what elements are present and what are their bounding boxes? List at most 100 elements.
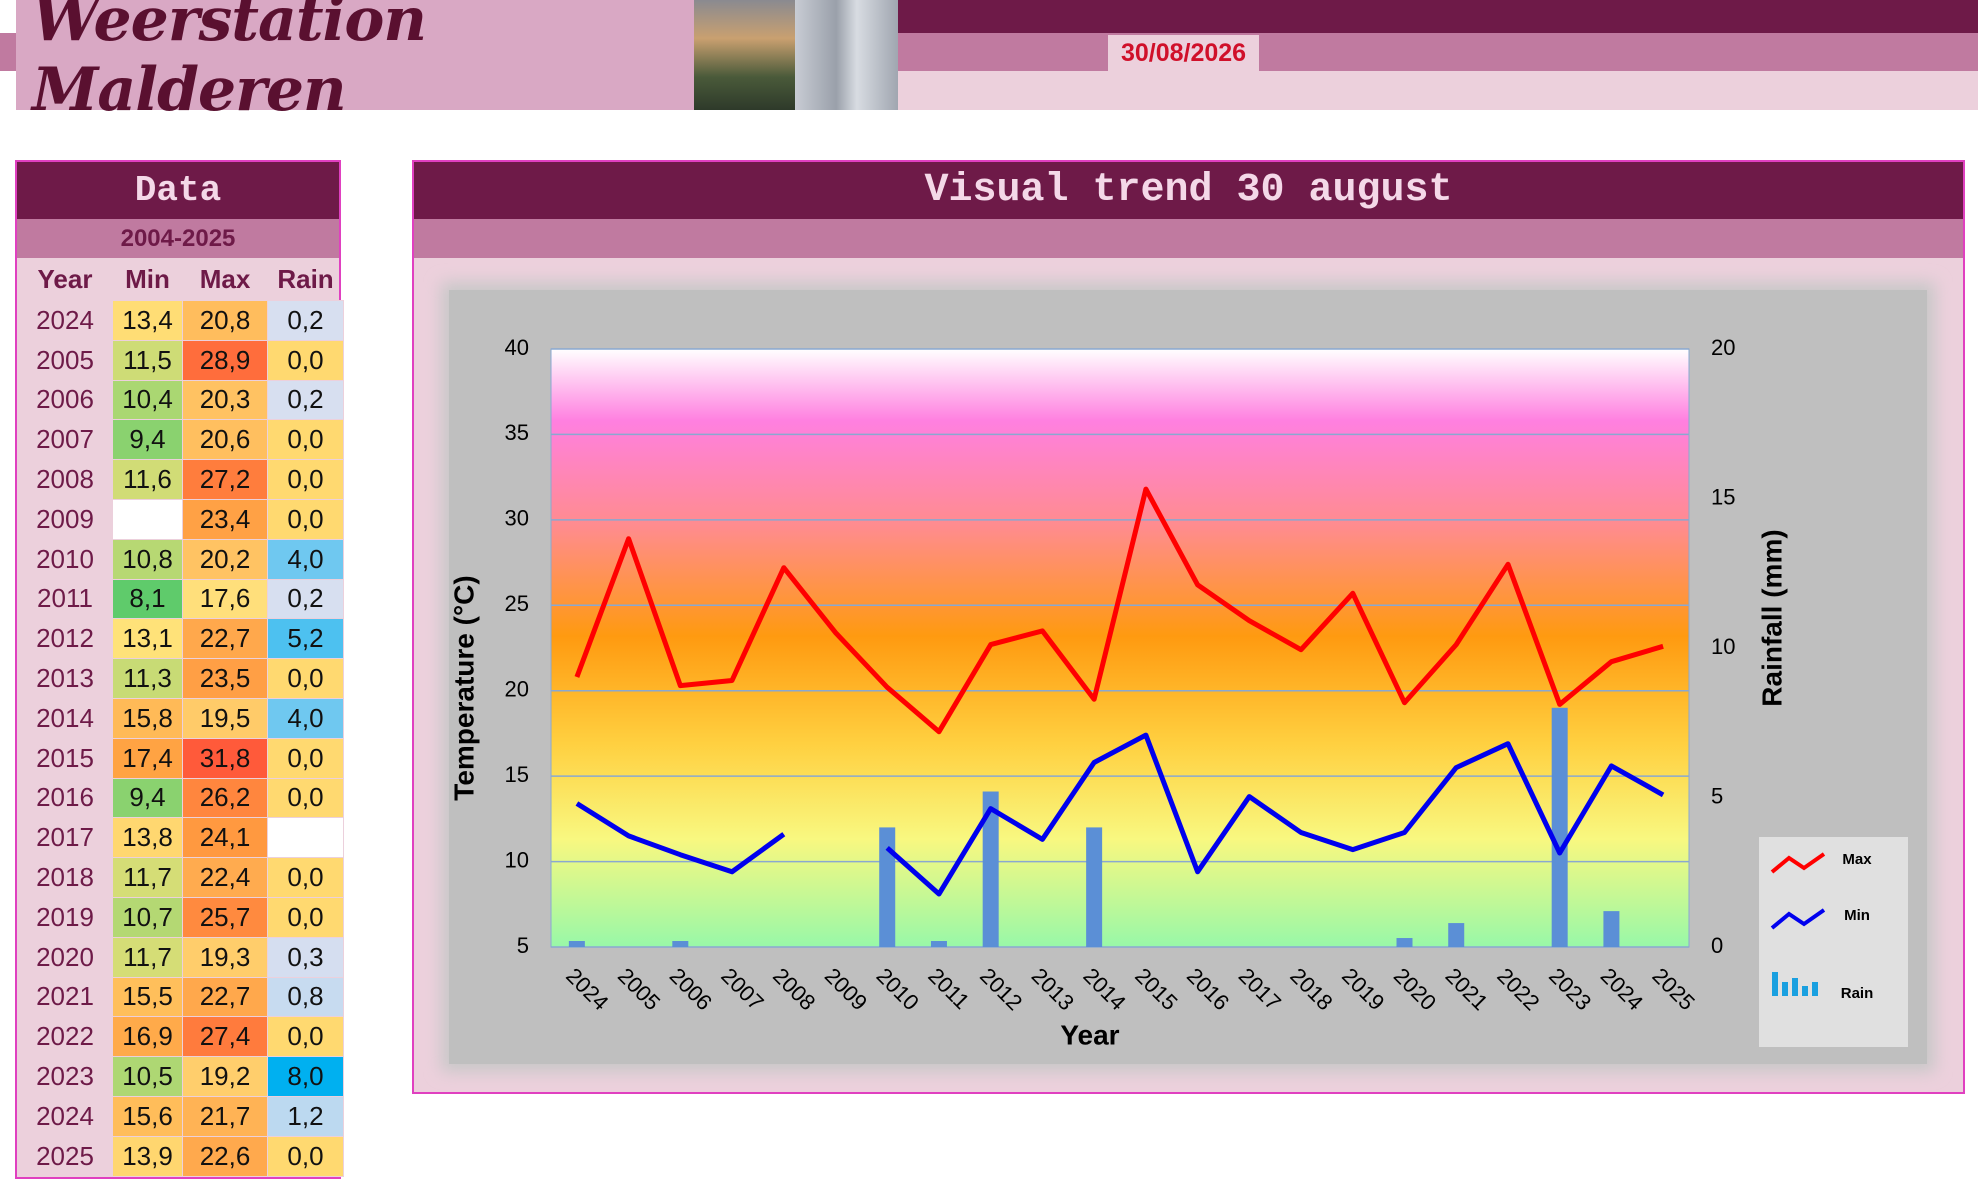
legend-swatch — [1792, 978, 1798, 996]
value-cell: 11,3 — [112, 658, 183, 699]
table-row: 2005 11,5 28,9 0,0 — [17, 339, 344, 381]
table-row: 2017 13,8 24,1 — [17, 817, 344, 859]
year-cell: 2015 — [17, 737, 113, 779]
y-tick-label: 25 — [505, 591, 529, 616]
year-cell: 2012 — [17, 618, 113, 660]
value-cell: 0,0 — [267, 658, 344, 699]
y2-tick-label: 20 — [1711, 335, 1735, 360]
table-row: 2019 10,7 25,7 0,0 — [17, 896, 344, 938]
rain-bar — [1396, 938, 1413, 947]
value-cell: 19,3 — [182, 936, 268, 978]
column-header: Year — [37, 263, 93, 294]
value-cell: 0,0 — [267, 1016, 344, 1058]
y-tick-label: 30 — [505, 506, 529, 531]
legend-label: Min — [1844, 907, 1870, 924]
year-cell: 2011 — [17, 578, 113, 620]
table-row: 2007 9,4 20,6 0,0 — [17, 419, 344, 461]
value-cell: 0,0 — [267, 737, 344, 779]
value-cell: 22,6 — [182, 1135, 268, 1177]
value-cell: 15,6 — [112, 1095, 183, 1137]
value-cell: 11,5 — [112, 339, 183, 381]
year-cell: 2025 — [17, 1135, 113, 1177]
value-cell: 0,0 — [267, 1135, 344, 1177]
value-cell: 0,0 — [267, 777, 344, 819]
year-cell: 2013 — [17, 658, 113, 699]
value-cell: 0,0 — [267, 896, 344, 938]
value-cell: 13,9 — [112, 1135, 183, 1177]
table-row: 2023 10,5 19,2 8,0 — [17, 1056, 344, 1097]
column-header: Max — [199, 263, 251, 294]
rain-bar — [1448, 923, 1465, 947]
value-cell: 8,0 — [267, 1056, 344, 1097]
data-table: Year Min Max Rain 2024 13,4 20,8 0,2 2005 11,5 28… — [17, 258, 344, 1177]
legend — [1759, 837, 1908, 1047]
value-cell: 20,6 — [182, 419, 268, 461]
table-row: 2024 15,6 21,7 1,2 — [17, 1095, 344, 1137]
value-cell: 10,7 — [112, 896, 183, 938]
legend-swatch — [1812, 982, 1818, 996]
chart-title: Visual trend 30 august — [414, 162, 1963, 219]
year-cell: 2024 — [17, 300, 113, 341]
rain-bar — [930, 941, 947, 947]
value-cell: 13,1 — [112, 618, 183, 660]
rain-bar — [1086, 827, 1103, 947]
value-cell: 0,3 — [267, 936, 344, 978]
value-cell: 10,4 — [112, 379, 183, 421]
table-period: 2004-2025 — [17, 219, 339, 258]
value-cell: 20,3 — [182, 379, 268, 421]
table-row: 2013 11,3 23,5 0,0 — [17, 658, 344, 699]
table-row: 2011 8,1 17,6 0,2 — [17, 578, 344, 620]
value-cell: 16,9 — [112, 1016, 183, 1058]
table-row: 2020 11,7 19,3 0,3 — [17, 936, 344, 978]
value-cell: 0,0 — [267, 857, 344, 898]
year-cell: 2005 — [17, 339, 113, 381]
y2-tick-label: 5 — [1711, 783, 1723, 808]
y-tick-label: 40 — [505, 335, 529, 360]
rain-bar — [879, 827, 896, 947]
legend-swatch — [1802, 986, 1808, 996]
header-band — [898, 71, 1978, 110]
header-photo — [795, 0, 898, 110]
legend-label: Rain — [1841, 985, 1874, 1002]
series-line — [575, 732, 1665, 897]
year-cell: 2024 — [17, 1095, 113, 1137]
value-cell: 0,8 — [267, 976, 344, 1018]
value-cell: 31,8 — [182, 737, 268, 779]
year-cell: 2008 — [17, 459, 113, 500]
y-tick-label: 5 — [517, 933, 529, 958]
header-title-box: Weerstation Malderen — [16, 0, 694, 125]
value-cell: 21,7 — [182, 1095, 268, 1137]
value-cell: 20,8 — [182, 300, 268, 341]
value-cell: 4,0 — [267, 697, 344, 739]
chart-panel: Visual trend 30 august 5 10 15 20 25 30 35 40 0 5… — [412, 160, 1965, 1094]
table-body: 2024 13,4 20,8 0,2 2005 11,5 28,9 0,0 2006 10,4 20… — [17, 300, 344, 1177]
value-cell: 5,2 — [267, 618, 344, 660]
table-row: 2010 10,8 20,2 4,0 — [17, 538, 344, 580]
value-cell: 1,2 — [267, 1095, 344, 1137]
y2-tick-label: 0 — [1711, 933, 1723, 958]
y-tick-label: 10 — [505, 847, 529, 872]
y2-tick-label: 10 — [1711, 634, 1735, 659]
table-row: 2015 17,4 31,8 0,0 — [17, 737, 344, 779]
value-cell: 17,6 — [182, 578, 268, 620]
plot-area — [550, 348, 1690, 948]
legend-swatch — [1782, 982, 1788, 996]
legend-label: Max — [1842, 851, 1872, 868]
value-cell: 20,2 — [182, 538, 268, 580]
value-cell: 11,7 — [112, 936, 183, 978]
value-cell: 10,5 — [112, 1056, 183, 1097]
value-cell: 0,2 — [267, 379, 344, 421]
value-cell: 9,4 — [112, 777, 183, 819]
table-row: 2008 11,6 27,2 0,0 — [17, 459, 344, 500]
table-header: Year Min Max Rain — [18, 258, 344, 301]
table-row: 2018 11,7 22,4 0,0 — [17, 857, 344, 898]
y-axis-title: Temperature (°C) — [448, 575, 479, 800]
year-cell: 2010 — [17, 538, 113, 580]
chart-subband — [414, 219, 1963, 258]
value-cell: 0,2 — [267, 300, 344, 341]
table-row: 2006 10,4 20,3 0,2 — [17, 379, 344, 421]
year-cell: 2006 — [17, 379, 113, 421]
value-cell — [112, 498, 183, 540]
